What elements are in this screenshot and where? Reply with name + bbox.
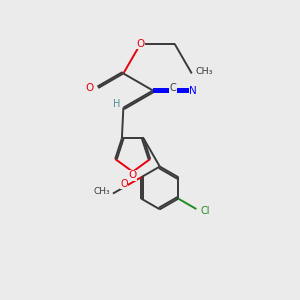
Text: O: O xyxy=(136,39,145,49)
Text: H: H xyxy=(113,99,121,109)
Text: N: N xyxy=(189,85,197,96)
Text: C: C xyxy=(170,82,177,93)
Text: Cl: Cl xyxy=(201,206,210,215)
Text: CH₃: CH₃ xyxy=(195,67,213,76)
Text: O: O xyxy=(85,83,94,93)
Text: O: O xyxy=(129,170,137,180)
Text: CH₃: CH₃ xyxy=(93,187,110,196)
Text: O: O xyxy=(120,179,128,189)
